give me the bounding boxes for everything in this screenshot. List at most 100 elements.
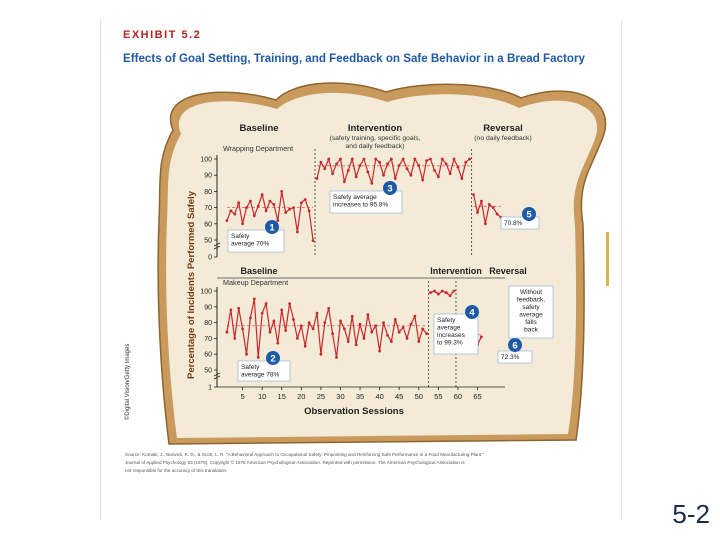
data-point: [233, 337, 237, 340]
phase-label-baseline-bottom: Baseline: [240, 266, 277, 276]
data-point: [295, 230, 299, 234]
callout-number: 3: [387, 184, 392, 195]
data-point: [429, 291, 432, 294]
callout-marker: [265, 220, 279, 234]
data-point: [284, 211, 288, 214]
callout-text: 70.8%: [504, 220, 523, 227]
data-point: [405, 167, 409, 171]
data-point: [370, 330, 374, 334]
data-point: [323, 167, 327, 171]
data-point: [401, 157, 405, 161]
data-point: [303, 344, 307, 348]
exhibit-title: Effects of Goal Setting, Training, and F…: [123, 52, 585, 65]
x-tick-label: 5: [240, 392, 244, 401]
accent-bar: [606, 232, 609, 286]
axis-break: [213, 372, 221, 380]
x-tick-label: 50: [415, 392, 423, 401]
data-point: [280, 190, 284, 193]
data-point: [491, 206, 495, 210]
phase-label-intervention-top: Intervention: [348, 123, 403, 134]
y-tick-label: 70: [204, 336, 212, 343]
data-point: [268, 330, 272, 334]
data-point: [307, 321, 311, 324]
x-tick-label: 20: [297, 392, 305, 401]
data-point: [335, 355, 338, 359]
callout-box: [227, 229, 285, 253]
exhibit-label: EXHIBIT 5.2: [123, 29, 201, 41]
data-point: [272, 319, 276, 323]
data-point: [440, 157, 444, 161]
data-point: [288, 207, 291, 211]
callout-number: 2: [270, 354, 275, 365]
axis-break: [213, 242, 221, 250]
data-point: [331, 172, 335, 175]
data-point: [389, 340, 393, 343]
data-point: [292, 318, 295, 321]
data-point: [483, 222, 487, 226]
data-point: [460, 177, 464, 180]
callout-marker: [508, 338, 522, 352]
data-point: [315, 311, 319, 315]
x-tick-label: 65: [473, 392, 481, 401]
data-point: [448, 294, 452, 298]
data-point: [452, 157, 456, 161]
x-axis-label: Observation Sessions: [304, 406, 404, 417]
data-point: [237, 306, 241, 310]
data-point: [335, 162, 338, 166]
data-point: [366, 170, 370, 174]
phase-label-intervention-bottom: Intervention: [430, 266, 482, 276]
x-tick-label: 35: [356, 392, 364, 401]
data-point: [444, 162, 448, 166]
data-point: [425, 159, 429, 163]
data-point: [252, 297, 256, 301]
data-point: [331, 332, 335, 336]
data-point: [249, 316, 252, 320]
data-point: [225, 219, 229, 222]
data-point: [425, 332, 429, 336]
data-point: [421, 178, 425, 182]
data-point: [350, 314, 354, 318]
data-point: [319, 352, 323, 356]
data-point: [260, 311, 264, 315]
data-point: [436, 292, 440, 296]
source-line: Journal of Applied Psychology 63 (1978).…: [125, 459, 465, 465]
x-tick-label: 45: [395, 392, 403, 401]
data-point: [358, 322, 362, 326]
data-point: [436, 175, 440, 179]
data-point: [393, 177, 397, 180]
department-label-makeup: Makeup Department: [223, 278, 288, 287]
annotation-text: safety: [522, 304, 540, 311]
data-point: [440, 289, 444, 293]
data-point: [444, 291, 448, 294]
data-point: [260, 193, 264, 197]
data-point: [393, 318, 397, 321]
data-point: [382, 321, 385, 324]
x-tick-label: 10: [258, 392, 266, 401]
data-point: [303, 198, 307, 201]
y-tick-label: 90: [204, 173, 212, 180]
annotation-text: back: [524, 327, 538, 334]
data-point: [397, 330, 401, 334]
data-point: [354, 175, 358, 179]
x-tick-label: 25: [317, 392, 325, 401]
phase-sublabel-intervention-1: (safety training, specific goals,: [329, 135, 420, 142]
source-line: Source: Komaki, J., Barwick, K. D., & Sc…: [125, 452, 484, 457]
exhibit-figure: EXHIBIT 5.2 Effects of Goal Setting, Tra…: [123, 29, 607, 473]
data-point: [487, 202, 491, 206]
data-point: [378, 160, 382, 164]
data-point: [476, 211, 479, 214]
data-point: [319, 160, 323, 164]
data-point: [382, 173, 385, 177]
data-point: [342, 327, 346, 331]
data-point: [429, 157, 432, 161]
x-tick-label: 15: [278, 392, 286, 401]
data-point: [241, 327, 244, 331]
data-point: [374, 157, 378, 161]
data-point: [264, 209, 268, 213]
y-tick-label: 100: [200, 157, 212, 164]
department-label-wrapping: Wrapping Department: [223, 144, 293, 153]
phase-sublabel-reversal: (no daily feedback): [474, 135, 531, 142]
data-point: [386, 162, 389, 166]
data-point: [229, 308, 233, 312]
data-point: [421, 327, 425, 331]
